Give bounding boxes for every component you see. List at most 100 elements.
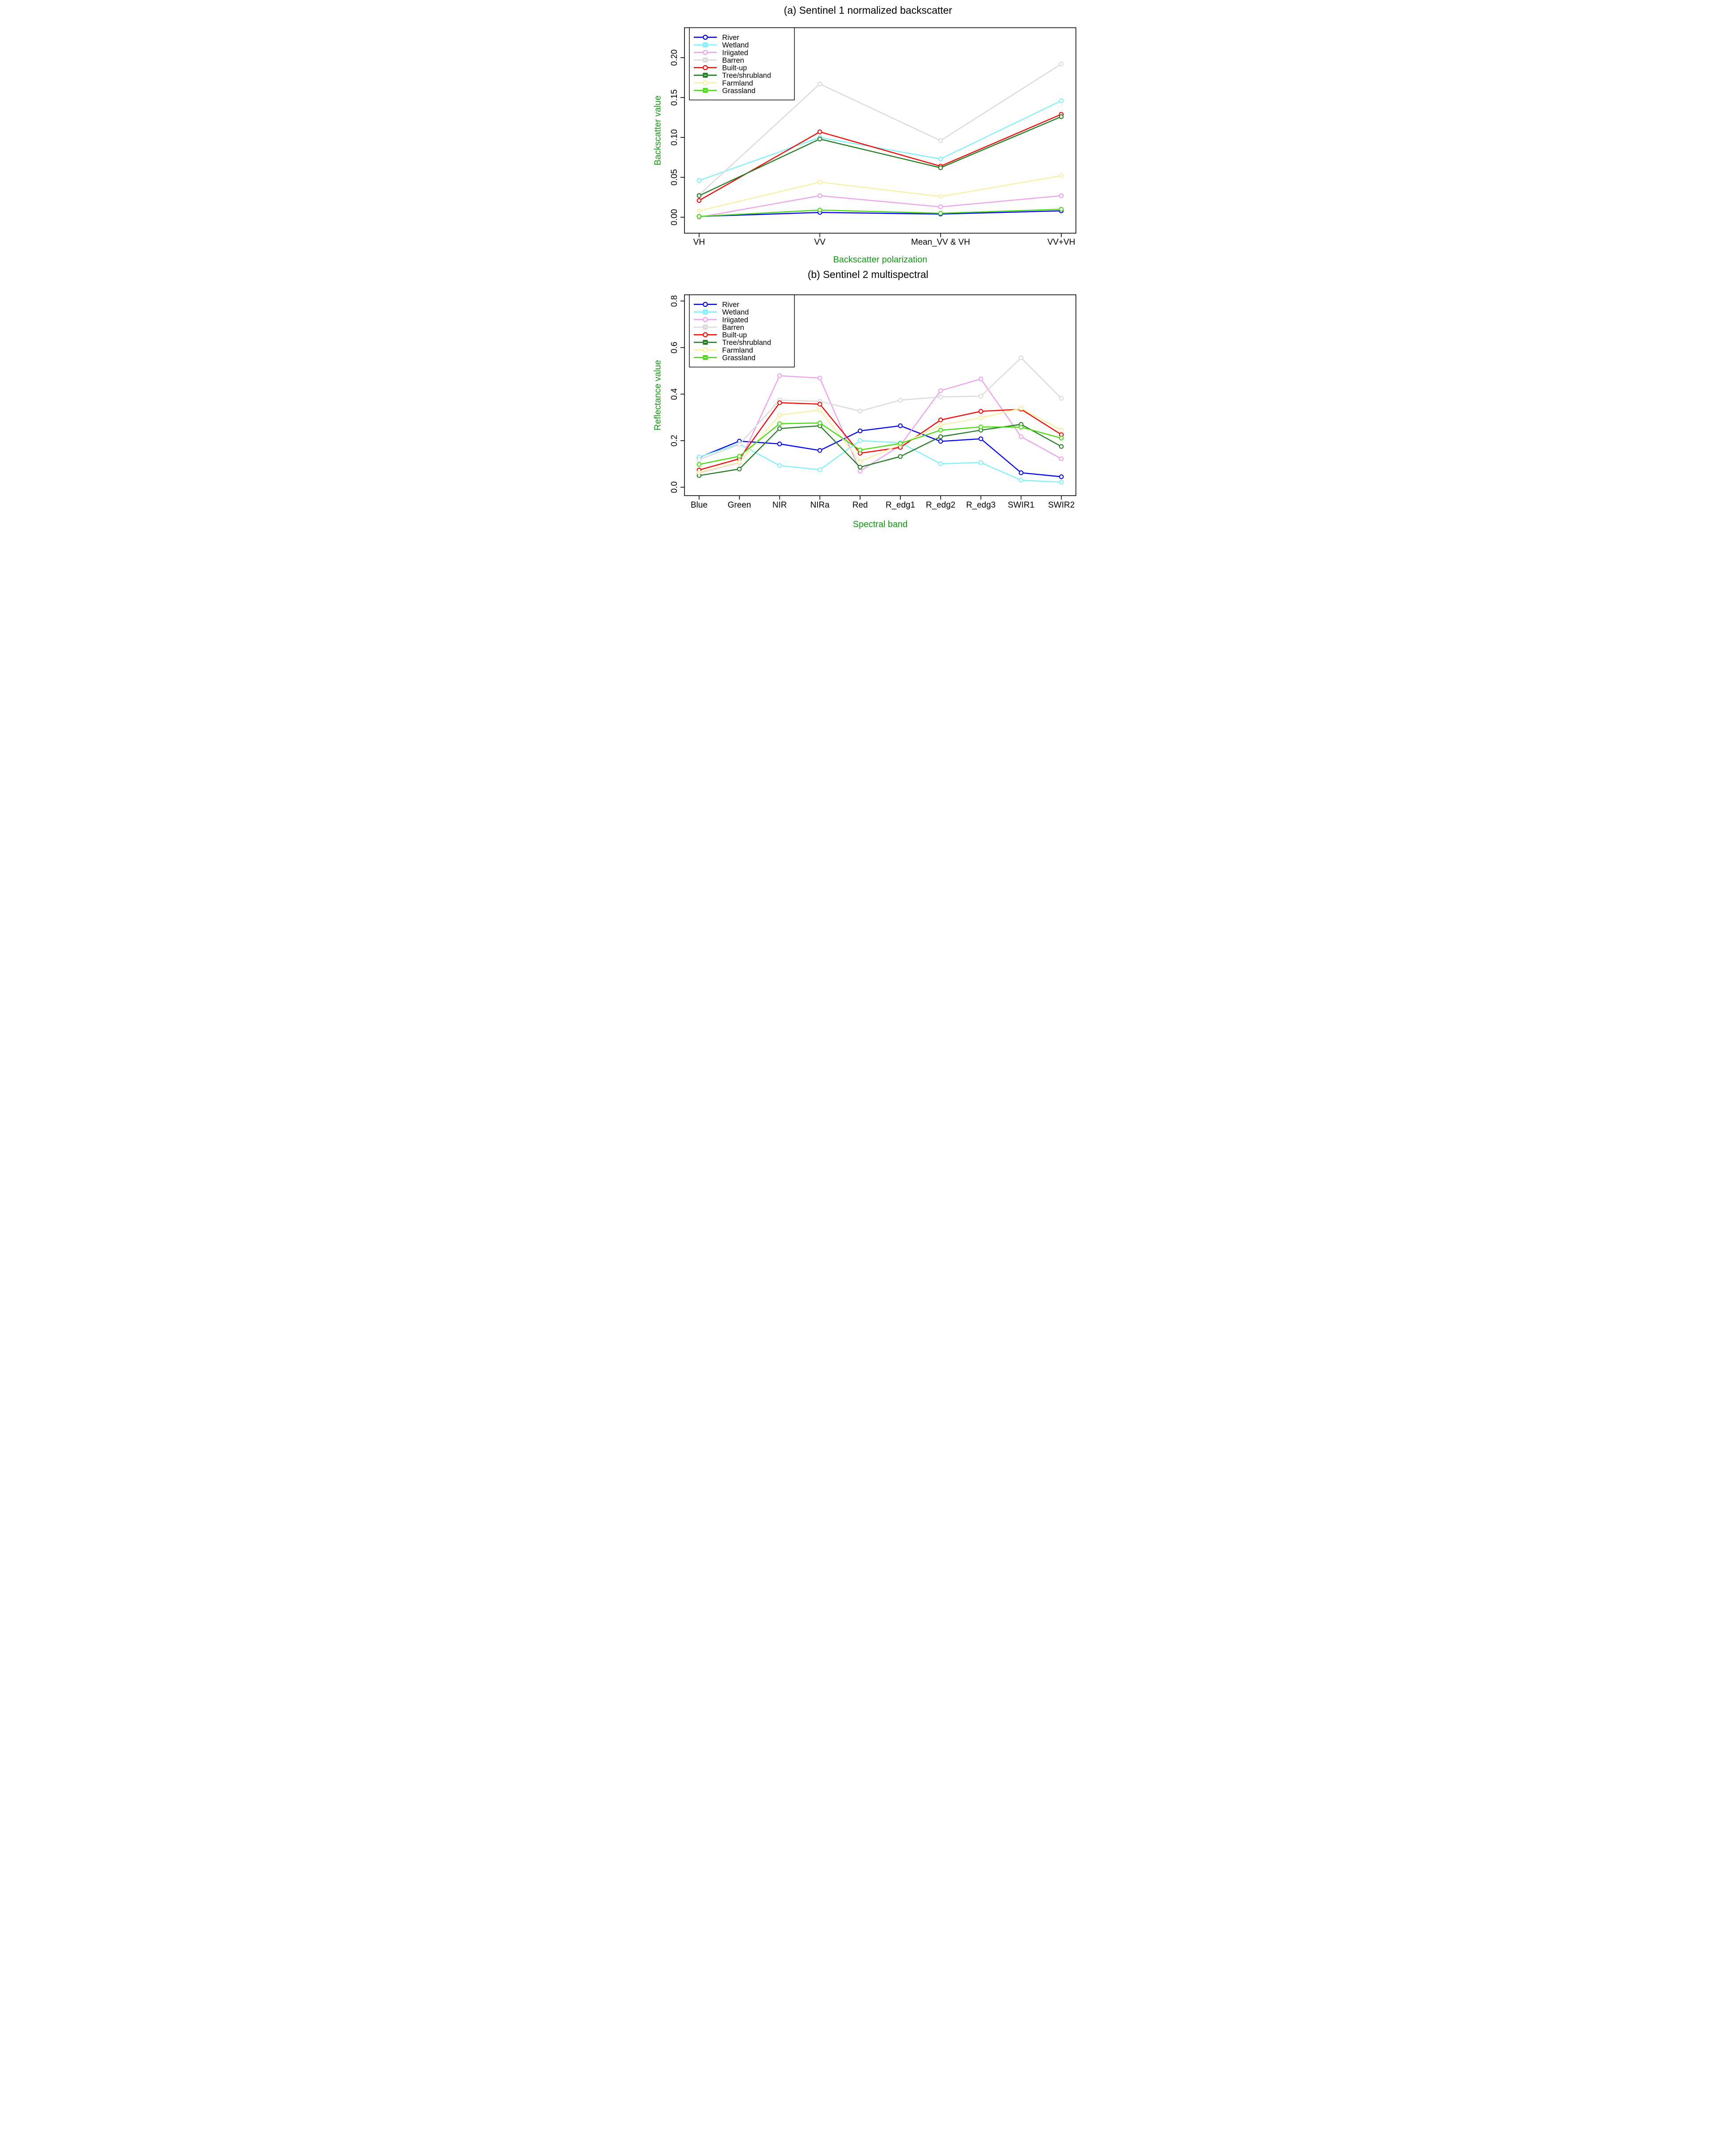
- data-point-river: [857, 428, 863, 434]
- data-point-wetland: [938, 461, 943, 466]
- y-tick-label: 0.05: [670, 169, 679, 186]
- data-point-farmland: [857, 459, 863, 464]
- data-point-farmland: [777, 412, 782, 418]
- data-point-barren: [1018, 355, 1024, 360]
- data-point-grassland: [737, 454, 742, 459]
- data-point-built-up: [777, 400, 782, 405]
- x-tick-label: NIR: [772, 501, 787, 510]
- legend-circle-marker: [702, 332, 708, 337]
- legend-circle-marker: [702, 301, 708, 307]
- x-tick-label: Mean_VV & VH: [911, 238, 970, 247]
- data-point-farmland: [938, 194, 943, 199]
- panel-a-chart: 0.00 0.05 0.10 0.15 0.20 VH VV Mean_VV & VH VV+V…: [653, 27, 1076, 265]
- data-point-farmland: [696, 470, 701, 475]
- data-point-river: [777, 442, 782, 446]
- y-tick-label: 0.10: [670, 129, 679, 146]
- y-tick-label: 0.20: [670, 50, 679, 66]
- data-point-farmland: [696, 208, 701, 213]
- series-line-barren: [698, 63, 1062, 196]
- legend-label: Barren: [722, 56, 744, 64]
- data-point-barren: [737, 442, 742, 447]
- data-point-river: [1059, 474, 1064, 479]
- x-tick-label: R_edg1: [885, 501, 915, 510]
- legend-label: Built-up: [722, 64, 747, 72]
- legend-label: Built-up: [722, 331, 747, 339]
- series-line-iriigated: [698, 195, 1062, 218]
- data-point-iriigated: [938, 388, 943, 393]
- y-tick-label: 0.4: [670, 388, 679, 400]
- series-line-tree-shrubland: [698, 116, 1062, 196]
- panel-b-chart: 0.0 0.2 0.4 0.6 0.8 Blue Green NIR NIRa Red R_edg1…: [653, 294, 1076, 529]
- data-point-farmland: [978, 415, 983, 420]
- data-point-barren: [1059, 396, 1064, 401]
- legend-label: Farmland: [722, 79, 753, 87]
- legend-label: Wetland: [722, 309, 749, 317]
- legend-label: Farmland: [722, 346, 753, 354]
- data-point-built-up: [696, 198, 701, 203]
- data-point-farmland: [817, 180, 822, 185]
- data-point-tree-shrubland: [696, 193, 701, 198]
- data-point-grassland: [817, 420, 822, 426]
- legend-label: Grassland: [722, 87, 755, 95]
- data-point-built-up: [817, 129, 822, 134]
- data-point-iriigated: [817, 375, 822, 381]
- legend-circle-marker: [702, 50, 708, 55]
- data-point-farmland: [938, 422, 943, 428]
- data-point-grassland: [696, 214, 701, 219]
- series-line-river: [698, 425, 1062, 477]
- series-line-farmland: [698, 175, 1062, 211]
- data-point-wetland: [777, 463, 782, 468]
- y-tick-label: 0.15: [670, 90, 679, 106]
- plot-box: [684, 27, 1076, 234]
- series-line-wetland: [698, 440, 1062, 483]
- data-point-tree-shrubland: [1059, 114, 1063, 119]
- x-tick-label: R_edg2: [926, 501, 955, 510]
- y-axis-label: Reflectance value: [653, 360, 663, 430]
- legend-label: Iriigated: [722, 316, 748, 324]
- data-point-built-up: [978, 409, 983, 414]
- legend-label: River: [722, 34, 739, 42]
- series-line-built-up: [698, 113, 1062, 201]
- series-line-wetland: [698, 100, 1062, 181]
- data-point-farmland: [1059, 173, 1063, 178]
- legend-circle-marker: [702, 80, 708, 86]
- data-point-wetland: [857, 438, 863, 443]
- y-tick-label: 0.00: [670, 209, 679, 226]
- x-tick-label: NIRa: [810, 501, 829, 510]
- data-point-tree-shrubland: [817, 137, 822, 141]
- data-point-barren: [938, 138, 943, 143]
- legend-label: Barren: [722, 324, 744, 332]
- data-point-built-up: [938, 417, 943, 422]
- x-tick-label: SWIR1: [1008, 501, 1034, 510]
- legend-label: Wetland: [722, 41, 749, 49]
- legend-circle-marker: [702, 347, 708, 353]
- data-point-barren: [1059, 62, 1063, 66]
- data-point-grassland: [1018, 425, 1024, 430]
- legend-circle-marker: [702, 35, 708, 40]
- y-tick-label: 0.8: [670, 295, 679, 307]
- data-point-tree-shrubland: [857, 465, 863, 470]
- series-line-iriigated: [698, 375, 1062, 473]
- data-point-iriigated: [978, 376, 983, 382]
- y-axis-label: Backscatter value: [653, 95, 663, 165]
- data-point-built-up: [817, 402, 822, 407]
- series-line-farmland: [698, 407, 1062, 473]
- x-tick-label: R_edg3: [966, 501, 996, 510]
- data-point-grassland: [857, 447, 863, 453]
- series-line-grassland: [698, 208, 1062, 217]
- legend-label: Tree/shrubland: [722, 72, 771, 80]
- data-point-iriigated: [1018, 434, 1024, 439]
- data-point-iriigated: [817, 193, 822, 198]
- x-tick-label: VV: [814, 238, 825, 247]
- data-point-farmland: [817, 407, 822, 413]
- data-point-river: [978, 436, 983, 442]
- data-point-wetland: [978, 460, 983, 465]
- x-tick-label: VH: [693, 238, 704, 247]
- series-line-built-up: [698, 402, 1062, 471]
- data-point-iriigated: [777, 373, 782, 378]
- data-point-grassland: [1059, 207, 1063, 212]
- data-point-river: [898, 423, 903, 428]
- data-point-farmland: [1018, 406, 1024, 411]
- data-point-river: [817, 448, 822, 453]
- x-tick-label: Red: [852, 501, 868, 510]
